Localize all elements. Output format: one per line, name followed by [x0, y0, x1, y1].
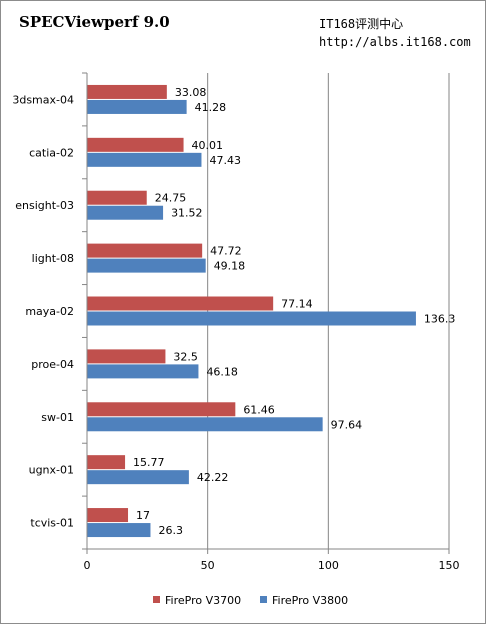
- category-label: tcvis-01: [30, 517, 74, 530]
- data-label: 46.18: [206, 365, 238, 378]
- bar-firepro-v3800: [87, 311, 416, 326]
- data-label: 15.77: [133, 456, 165, 469]
- bar-firepro-v3700: [87, 243, 203, 258]
- category-label: sw-01: [41, 411, 74, 424]
- watermark-url: http://albs.it168.com: [319, 35, 471, 49]
- data-label: 41.28: [195, 101, 227, 114]
- x-tick-label: 150: [439, 559, 460, 572]
- bar-firepro-v3800: [87, 258, 206, 273]
- bar-firepro-v3700: [87, 137, 184, 152]
- bar-firepro-v3800: [87, 364, 199, 379]
- category-label: light-08: [32, 252, 74, 265]
- labels: 0 50 100 150 3dsmax-04 33.08 41.28 catia-02 40.0…: [12, 86, 459, 572]
- bars: [87, 84, 416, 538]
- bar-firepro-v3700: [87, 296, 274, 311]
- data-label: 26.3: [158, 524, 183, 537]
- data-label: 136.3: [424, 313, 456, 326]
- data-label: 97.64: [331, 418, 363, 431]
- data-label: 42.22: [197, 471, 229, 484]
- gridlines: [207, 73, 450, 549]
- data-label: 61.46: [243, 403, 275, 416]
- data-label: 77.14: [281, 298, 313, 311]
- data-label: 49.18: [214, 260, 246, 273]
- legend-label: FirePro V3700: [165, 594, 241, 607]
- legend-swatch: [260, 596, 267, 603]
- bar-firepro-v3800: [87, 152, 202, 167]
- bar-firepro-v3700: [87, 190, 147, 205]
- x-tick-label: 0: [84, 559, 91, 572]
- category-label: proe-04: [31, 358, 74, 371]
- bar-firepro-v3700: [87, 455, 126, 470]
- bar-firepro-v3800: [87, 470, 189, 485]
- category-label: 3dsmax-04: [12, 93, 74, 106]
- chart-title: SPECViewperf 9.0: [19, 13, 170, 31]
- category-label: catia-02: [29, 146, 74, 159]
- data-label: 40.01: [192, 139, 224, 152]
- bar-firepro-v3800: [87, 205, 164, 220]
- bar-firepro-v3700: [87, 84, 167, 99]
- legend: FirePro V3700 FirePro V3800: [153, 594, 348, 607]
- bar-firepro-v3700: [87, 508, 129, 523]
- data-label: 17: [136, 509, 150, 522]
- data-label: 33.08: [175, 86, 207, 99]
- category-label: maya-02: [25, 305, 74, 318]
- data-label: 32.5: [173, 350, 198, 363]
- watermark-site-name: IT168评测中心: [319, 17, 404, 31]
- category-label: ensight-03: [15, 199, 74, 212]
- axes: [82, 72, 450, 554]
- bar-firepro-v3800: [87, 99, 187, 114]
- bar-firepro-v3700: [87, 402, 236, 417]
- legend-label: FirePro V3800: [272, 594, 348, 607]
- legend-swatch: [153, 596, 160, 603]
- data-label: 24.75: [155, 192, 187, 205]
- data-label: 47.43: [209, 154, 241, 167]
- bar-firepro-v3800: [87, 417, 323, 432]
- category-label: ugnx-01: [29, 464, 74, 477]
- bar-firepro-v3700: [87, 349, 166, 364]
- data-label: 31.52: [171, 207, 203, 220]
- x-tick-label: 100: [318, 559, 339, 572]
- x-tick-label: 50: [201, 559, 215, 572]
- data-label: 47.72: [210, 245, 242, 258]
- bar-firepro-v3800: [87, 523, 151, 538]
